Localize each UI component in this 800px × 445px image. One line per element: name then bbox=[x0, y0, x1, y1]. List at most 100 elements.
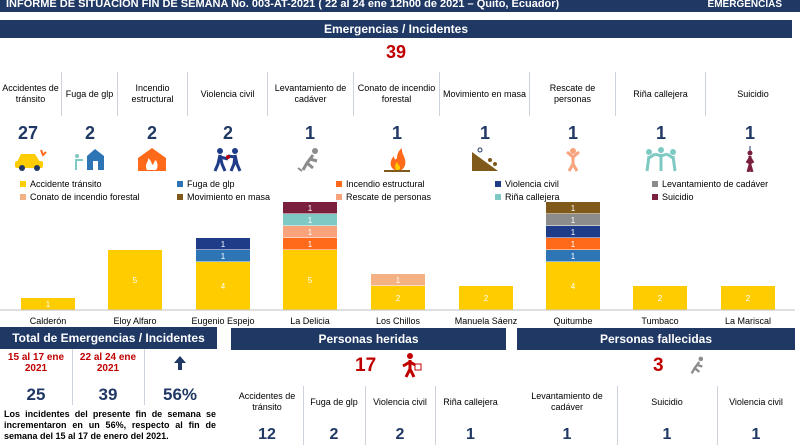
legend-item: Violencia civil bbox=[495, 179, 559, 189]
bar-value-label: 5 bbox=[308, 276, 313, 285]
injured-person-icon bbox=[397, 352, 423, 383]
legend-item: Riña callejera bbox=[495, 192, 560, 202]
legend-label: Conato de incendio forestal bbox=[30, 192, 140, 202]
car-crash-icon bbox=[10, 145, 50, 173]
bar-value-label: 2 bbox=[484, 294, 489, 303]
category-count: 2 bbox=[222, 123, 233, 143]
legend-swatch bbox=[495, 194, 501, 200]
bar-value-label: 2 bbox=[658, 294, 663, 303]
bar-segment bbox=[196, 262, 250, 310]
house-fire-icon bbox=[132, 145, 172, 173]
heridas-item-label: Riña callejera bbox=[443, 396, 498, 407]
category-label: Movimiento en masa bbox=[440, 72, 530, 116]
legend-item: Rescate de personas bbox=[336, 192, 431, 202]
legend-item: Movimiento en masa bbox=[177, 192, 270, 202]
bar-segment bbox=[459, 286, 513, 310]
comparison-note: Los incidentes del presente fin de seman… bbox=[4, 409, 216, 441]
bar-segment bbox=[546, 262, 600, 310]
legend-swatch bbox=[177, 194, 183, 200]
bar-segment bbox=[283, 202, 337, 214]
legend-swatch bbox=[20, 181, 26, 187]
category-count: 27 bbox=[17, 123, 39, 143]
bar-segment bbox=[721, 286, 775, 310]
bar-value-label: 2 bbox=[746, 294, 751, 303]
category-count: 2 bbox=[146, 123, 157, 143]
category-count: 1 bbox=[744, 123, 755, 143]
value-curr: 39 bbox=[98, 385, 118, 404]
legend-swatch bbox=[652, 194, 658, 200]
landslide-icon bbox=[465, 145, 505, 173]
fighting-icon bbox=[208, 145, 248, 173]
street-fight-icon bbox=[641, 145, 681, 173]
x-axis-label: Manuela Sáenz bbox=[455, 316, 518, 326]
fallecidas-item-label: Suicidio bbox=[651, 396, 683, 407]
bar-segment bbox=[283, 250, 337, 310]
legend-swatch bbox=[495, 181, 501, 187]
bar-segment bbox=[283, 214, 337, 226]
fallecidas-item-label: Violencia civil bbox=[729, 396, 783, 407]
bar-value-label: 1 bbox=[221, 240, 226, 249]
legend-swatch bbox=[20, 194, 26, 200]
emergencias-total: 39 bbox=[385, 42, 407, 62]
bar-segment bbox=[633, 286, 687, 310]
legend-label: Rescate de personas bbox=[346, 192, 432, 202]
legend-label: Suicidio bbox=[662, 192, 694, 202]
legend-label: Fuga de glp bbox=[187, 179, 235, 189]
category-label: Rescate de personas bbox=[530, 72, 616, 116]
bar-value-label: 4 bbox=[571, 282, 576, 291]
category-label: Riña callejera bbox=[616, 72, 706, 116]
legend-swatch bbox=[177, 181, 183, 187]
bar-segment bbox=[21, 298, 75, 310]
fallecidas-item-count: 1 bbox=[751, 426, 761, 443]
bar-segment bbox=[546, 238, 600, 250]
gas-leak-icon bbox=[70, 145, 110, 173]
heridas-item-count: 1 bbox=[466, 426, 475, 443]
category-count: 1 bbox=[567, 123, 578, 143]
x-axis-label: Calderón bbox=[30, 316, 67, 326]
legend-swatch bbox=[336, 181, 342, 187]
bar-value-label: 1 bbox=[308, 204, 313, 213]
bar-value-label: 1 bbox=[308, 216, 313, 225]
legend-label: Incendio estructural bbox=[346, 179, 425, 189]
suicide-icon bbox=[730, 145, 770, 173]
bar-segment bbox=[546, 202, 600, 214]
bar-segment bbox=[546, 214, 600, 226]
bar-value-label: 1 bbox=[396, 276, 401, 285]
bar-value-label: 1 bbox=[571, 252, 576, 261]
category-count: 1 bbox=[655, 123, 666, 143]
legend-swatch bbox=[336, 194, 342, 200]
bar-value-label: 2 bbox=[396, 294, 401, 303]
legend-item: Suicidio bbox=[652, 192, 694, 202]
category-label: Accidentes de tránsito bbox=[0, 72, 62, 116]
fallecidas-item-label: Levantamiento de cadáver bbox=[531, 391, 603, 412]
legend-swatch bbox=[652, 181, 658, 187]
heridas-item-count: 2 bbox=[395, 426, 405, 443]
arrow-up-icon bbox=[144, 349, 216, 377]
bar-value-label: 1 bbox=[46, 300, 51, 309]
logo: EMERGENCIAS bbox=[707, 0, 782, 10]
heridas-item-count: 2 bbox=[329, 426, 339, 443]
period-curr: 22 al 24 ene 2021 bbox=[79, 352, 137, 374]
fallecidas-item-count: 1 bbox=[562, 426, 572, 443]
bar-value-label: 1 bbox=[571, 216, 576, 225]
x-axis-label: Eugenio Espejo bbox=[191, 316, 254, 326]
bar-segment bbox=[108, 250, 162, 310]
value-prev: 25 bbox=[26, 385, 46, 404]
category-count: 1 bbox=[391, 123, 402, 143]
x-axis-label: Los Chillos bbox=[376, 316, 421, 326]
x-axis-label: La Mariscal bbox=[725, 316, 771, 326]
fallecidas-total: 3 bbox=[653, 355, 664, 376]
heridas-item-count: 12 bbox=[258, 426, 276, 443]
legend-item: Accidente tránsito bbox=[20, 179, 102, 189]
bar-value-label: 4 bbox=[221, 282, 226, 291]
category-label: Conato de incendio forestal bbox=[354, 72, 440, 116]
bar-segment bbox=[196, 250, 250, 262]
bar-value-label: 5 bbox=[133, 276, 138, 285]
x-axis-label: Tumbaco bbox=[641, 316, 678, 326]
bar-segment bbox=[371, 274, 425, 286]
comparison-title: Total de Emergencias / Incidentes bbox=[0, 327, 217, 349]
bar-value-label: 1 bbox=[308, 228, 313, 237]
bar-value-label: 1 bbox=[308, 240, 313, 249]
bar-segment bbox=[371, 286, 425, 310]
rescue-person-icon bbox=[553, 145, 593, 173]
